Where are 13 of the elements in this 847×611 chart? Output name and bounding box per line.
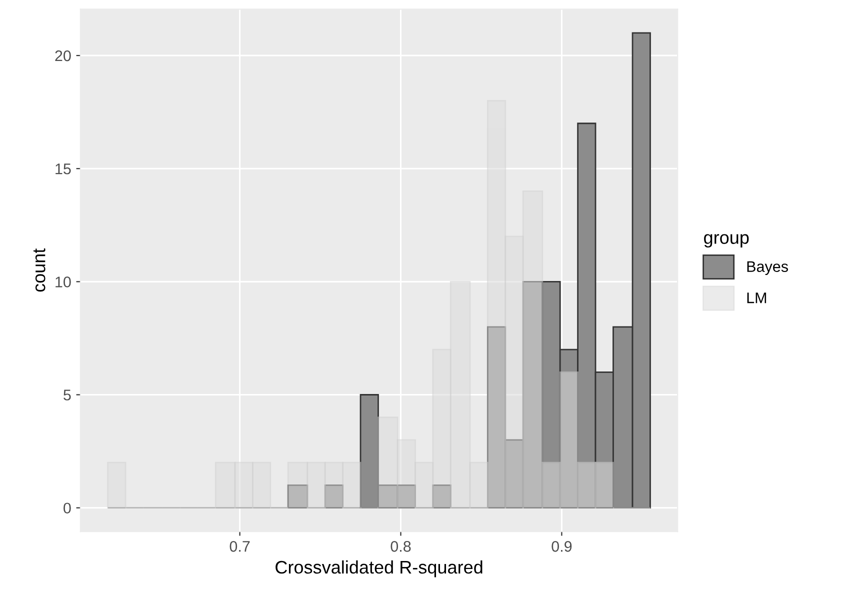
legend-label: Bayes bbox=[747, 261, 788, 275]
y-tick-label: 10 bbox=[56, 276, 71, 288]
x-tick-label: 0.8 bbox=[390, 541, 411, 552]
x-axis-title: Crossvalidated R-squared bbox=[276, 560, 482, 578]
y-axis-title: count bbox=[33, 248, 46, 292]
x-tick-label: 0.7 bbox=[230, 541, 250, 552]
x-tick-label: 0.9 bbox=[552, 541, 572, 552]
y-tick-label: 5 bbox=[64, 390, 71, 400]
y-tick-label: 15 bbox=[56, 164, 71, 174]
legend-label: LM bbox=[747, 292, 766, 304]
legend-title: group bbox=[704, 234, 749, 248]
y-tick-label: 0 bbox=[64, 502, 71, 514]
y-tick-label: 20 bbox=[55, 50, 71, 62]
